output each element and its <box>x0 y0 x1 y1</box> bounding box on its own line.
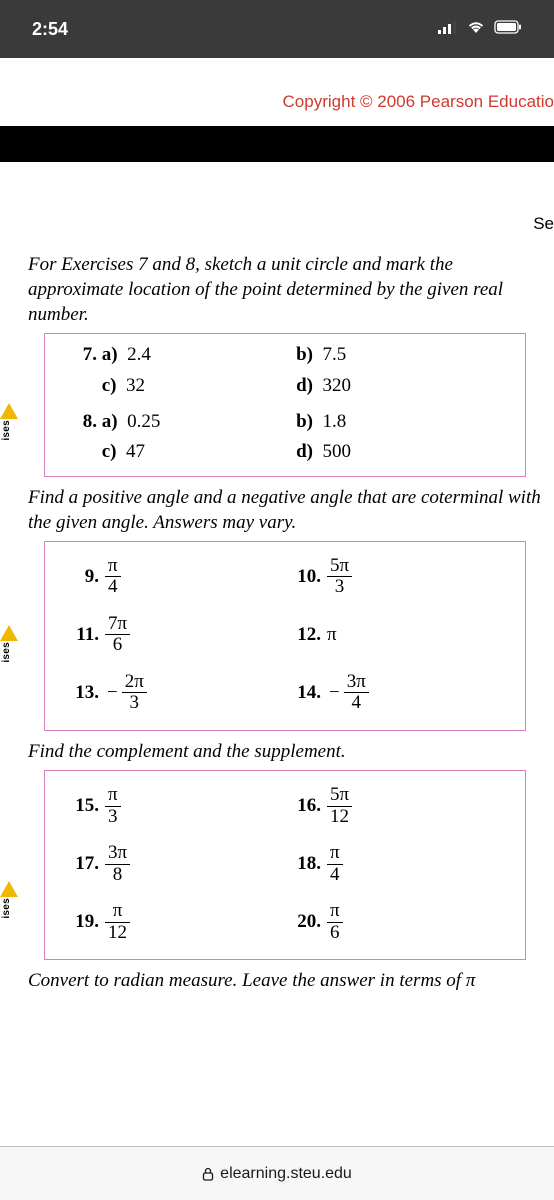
row-9-10: 9. π4 10. 5π3 <box>55 548 515 606</box>
row-19-20: 19. π12 20. π6 <box>55 893 515 951</box>
part-d-label: d) <box>296 375 313 396</box>
ex8-d: 500 <box>323 441 352 462</box>
ex20-frac: π6 <box>327 901 343 944</box>
ex12-val: π <box>327 624 337 646</box>
ex14-number: 14. <box>291 682 321 704</box>
ex15-number: 15. <box>69 795 99 817</box>
battery-icon <box>494 20 522 39</box>
ex19-number: 19. <box>69 911 99 933</box>
instruction-3: Find the complement and the supplement. <box>0 739 554 770</box>
exercise-box-1: 7. a) 2.4 b) 7.5 c) 32 d) 320 8. a) 0.25… <box>44 333 526 477</box>
ex14-neg: − <box>329 682 340 704</box>
ex8-number: 8. <box>55 407 97 437</box>
exercise-box-2: 9. π4 10. 5π3 11. 7π6 12. π 13. − 2π3 <box>44 541 526 731</box>
side-tab-2[interactable]: ises <box>0 625 18 663</box>
ex8-b: 1.8 <box>323 411 347 432</box>
row-13-14: 13. − 2π3 14. − 3π4 <box>55 664 515 722</box>
part-c-label: c) <box>102 375 117 396</box>
exercise-box-3: 15. π3 16. 5π12 17. 3π8 18. π4 19. π12 <box>44 770 526 960</box>
lock-icon <box>202 1167 214 1181</box>
row-17-18: 17. 3π8 18. π4 <box>55 835 515 893</box>
exercise-7-row2: c) 32 d) 320 <box>55 371 515 401</box>
signal-icon <box>438 20 458 39</box>
instruction-2: Find a positive angle and a negative ang… <box>0 485 554 541</box>
ex10-number: 10. <box>291 566 321 588</box>
copyright-text: Copyright © 2006 Pearson Educatio <box>0 88 554 126</box>
ex12-number: 12. <box>291 624 321 646</box>
side-tab-3[interactable]: ises <box>0 881 18 919</box>
spacer <box>0 58 554 88</box>
side-tab-label: ises <box>0 417 12 441</box>
instruction-4: Convert to radian measure. Leave the ans… <box>0 968 554 993</box>
ex11-frac: 7π6 <box>105 614 130 657</box>
instruction-1: For Exercises 7 and 8, sketch a unit cir… <box>0 252 554 333</box>
url-text: elearning.steu.edu <box>220 1165 352 1183</box>
side-tab-label: ises <box>0 639 12 663</box>
part-a-label: a) <box>102 344 118 365</box>
part-a-label: a) <box>102 411 118 432</box>
ex16-frac: 5π12 <box>327 785 352 828</box>
ex18-frac: π4 <box>327 843 343 886</box>
ex8-a: 0.25 <box>127 411 160 432</box>
ex18-number: 18. <box>291 853 321 875</box>
section-label: Se <box>533 214 554 234</box>
ex9-number: 9. <box>69 566 99 588</box>
ex7-b: 7.5 <box>323 344 347 365</box>
part-b-label: b) <box>296 344 313 365</box>
ex19-frac: π12 <box>105 901 130 944</box>
wifi-icon <box>466 20 486 39</box>
side-tab-1[interactable]: ises <box>0 403 18 441</box>
status-bar: 2:54 <box>0 0 554 58</box>
ex10-frac: 5π3 <box>327 556 352 599</box>
ex13-number: 13. <box>69 682 99 704</box>
ex13-frac: 2π3 <box>122 672 147 715</box>
ex7-c: 32 <box>126 375 145 396</box>
part-b-label: b) <box>296 411 313 432</box>
ex20-number: 20. <box>291 911 321 933</box>
status-icons <box>438 20 522 39</box>
ex11-number: 11. <box>69 624 99 646</box>
ex15-frac: π3 <box>105 785 121 828</box>
ex17-number: 17. <box>69 853 99 875</box>
ex14-frac: 3π4 <box>344 672 369 715</box>
ex7-a: 2.4 <box>127 344 151 365</box>
side-tab-label: ises <box>0 895 12 919</box>
ex13-neg: − <box>107 682 118 704</box>
exercise-8-row1: 8. a) 0.25 b) 1.8 <box>55 407 515 437</box>
ex8-c: 47 <box>126 441 145 462</box>
status-time: 2:54 <box>32 19 68 40</box>
exercise-7-row1: 7. a) 2.4 b) 7.5 <box>55 340 515 370</box>
page-content: Se For Exercises 7 and 8, sketch a unit … <box>0 162 554 993</box>
browser-bottom-bar[interactable]: elearning.steu.edu <box>0 1146 554 1200</box>
part-c-label: c) <box>102 441 117 462</box>
ex7-d: 320 <box>323 375 352 396</box>
ex7-number: 7. <box>55 340 97 370</box>
part-d-label: d) <box>296 441 313 462</box>
ex9-frac: π4 <box>105 556 121 599</box>
row-11-12: 11. 7π6 12. π <box>55 606 515 664</box>
ex17-frac: 3π8 <box>105 843 130 886</box>
exercise-8-row2: c) 47 d) 500 <box>55 437 515 467</box>
ex16-number: 16. <box>291 795 321 817</box>
black-band <box>0 126 554 162</box>
row-15-16: 15. π3 16. 5π12 <box>55 777 515 835</box>
